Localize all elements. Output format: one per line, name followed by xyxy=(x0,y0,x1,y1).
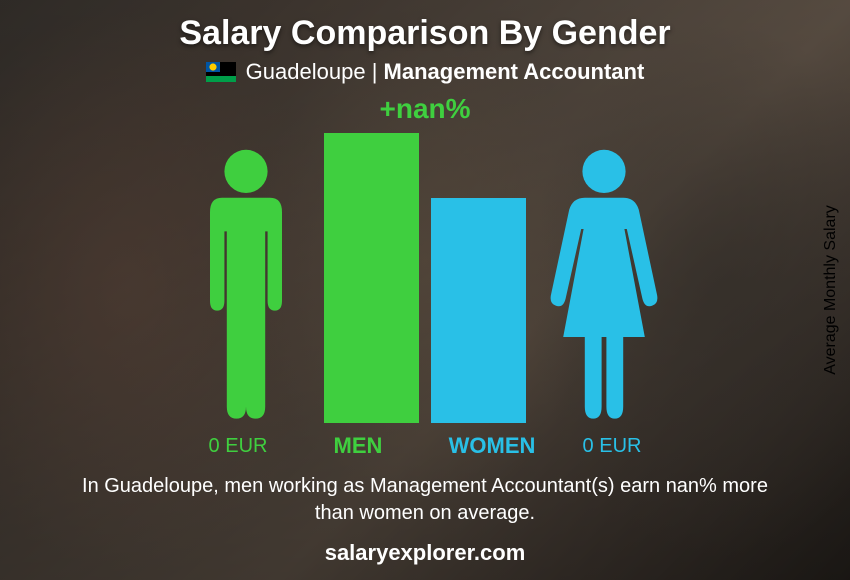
country-name: Guadeloupe xyxy=(246,59,366,84)
job-title: Management Accountant xyxy=(384,59,645,84)
separator: | xyxy=(372,59,378,84)
page-title: Salary Comparison By Gender xyxy=(179,14,670,53)
women-category-label: WOMEN xyxy=(432,433,552,459)
women-figure-col xyxy=(544,93,664,423)
chart-area: +nan% xyxy=(115,93,735,423)
female-person-icon xyxy=(544,143,664,423)
labels-row: 0 EUR MEN WOMEN 0 EUR xyxy=(115,433,735,459)
men-figure-col xyxy=(186,93,306,423)
men-bar xyxy=(324,133,419,423)
footer-brand: salaryexplorer.com xyxy=(0,540,850,566)
women-value-label: 0 EUR xyxy=(552,435,672,458)
men-category-label: MEN xyxy=(298,433,418,459)
subtitle-row: Guadeloupe | Management Accountant xyxy=(206,59,645,85)
subtitle: Guadeloupe | Management Accountant xyxy=(246,59,645,85)
men-value-label: 0 EUR xyxy=(178,435,298,458)
delta-label: +nan% xyxy=(379,93,470,125)
women-bar xyxy=(431,198,526,423)
country-flag-icon xyxy=(206,62,236,82)
description-text: In Guadeloupe, men working as Management… xyxy=(65,473,785,527)
male-person-icon xyxy=(186,143,306,423)
infographic-container: Salary Comparison By Gender Guadeloupe |… xyxy=(0,0,850,580)
y-axis-label: Average Monthly Salary xyxy=(822,205,840,375)
